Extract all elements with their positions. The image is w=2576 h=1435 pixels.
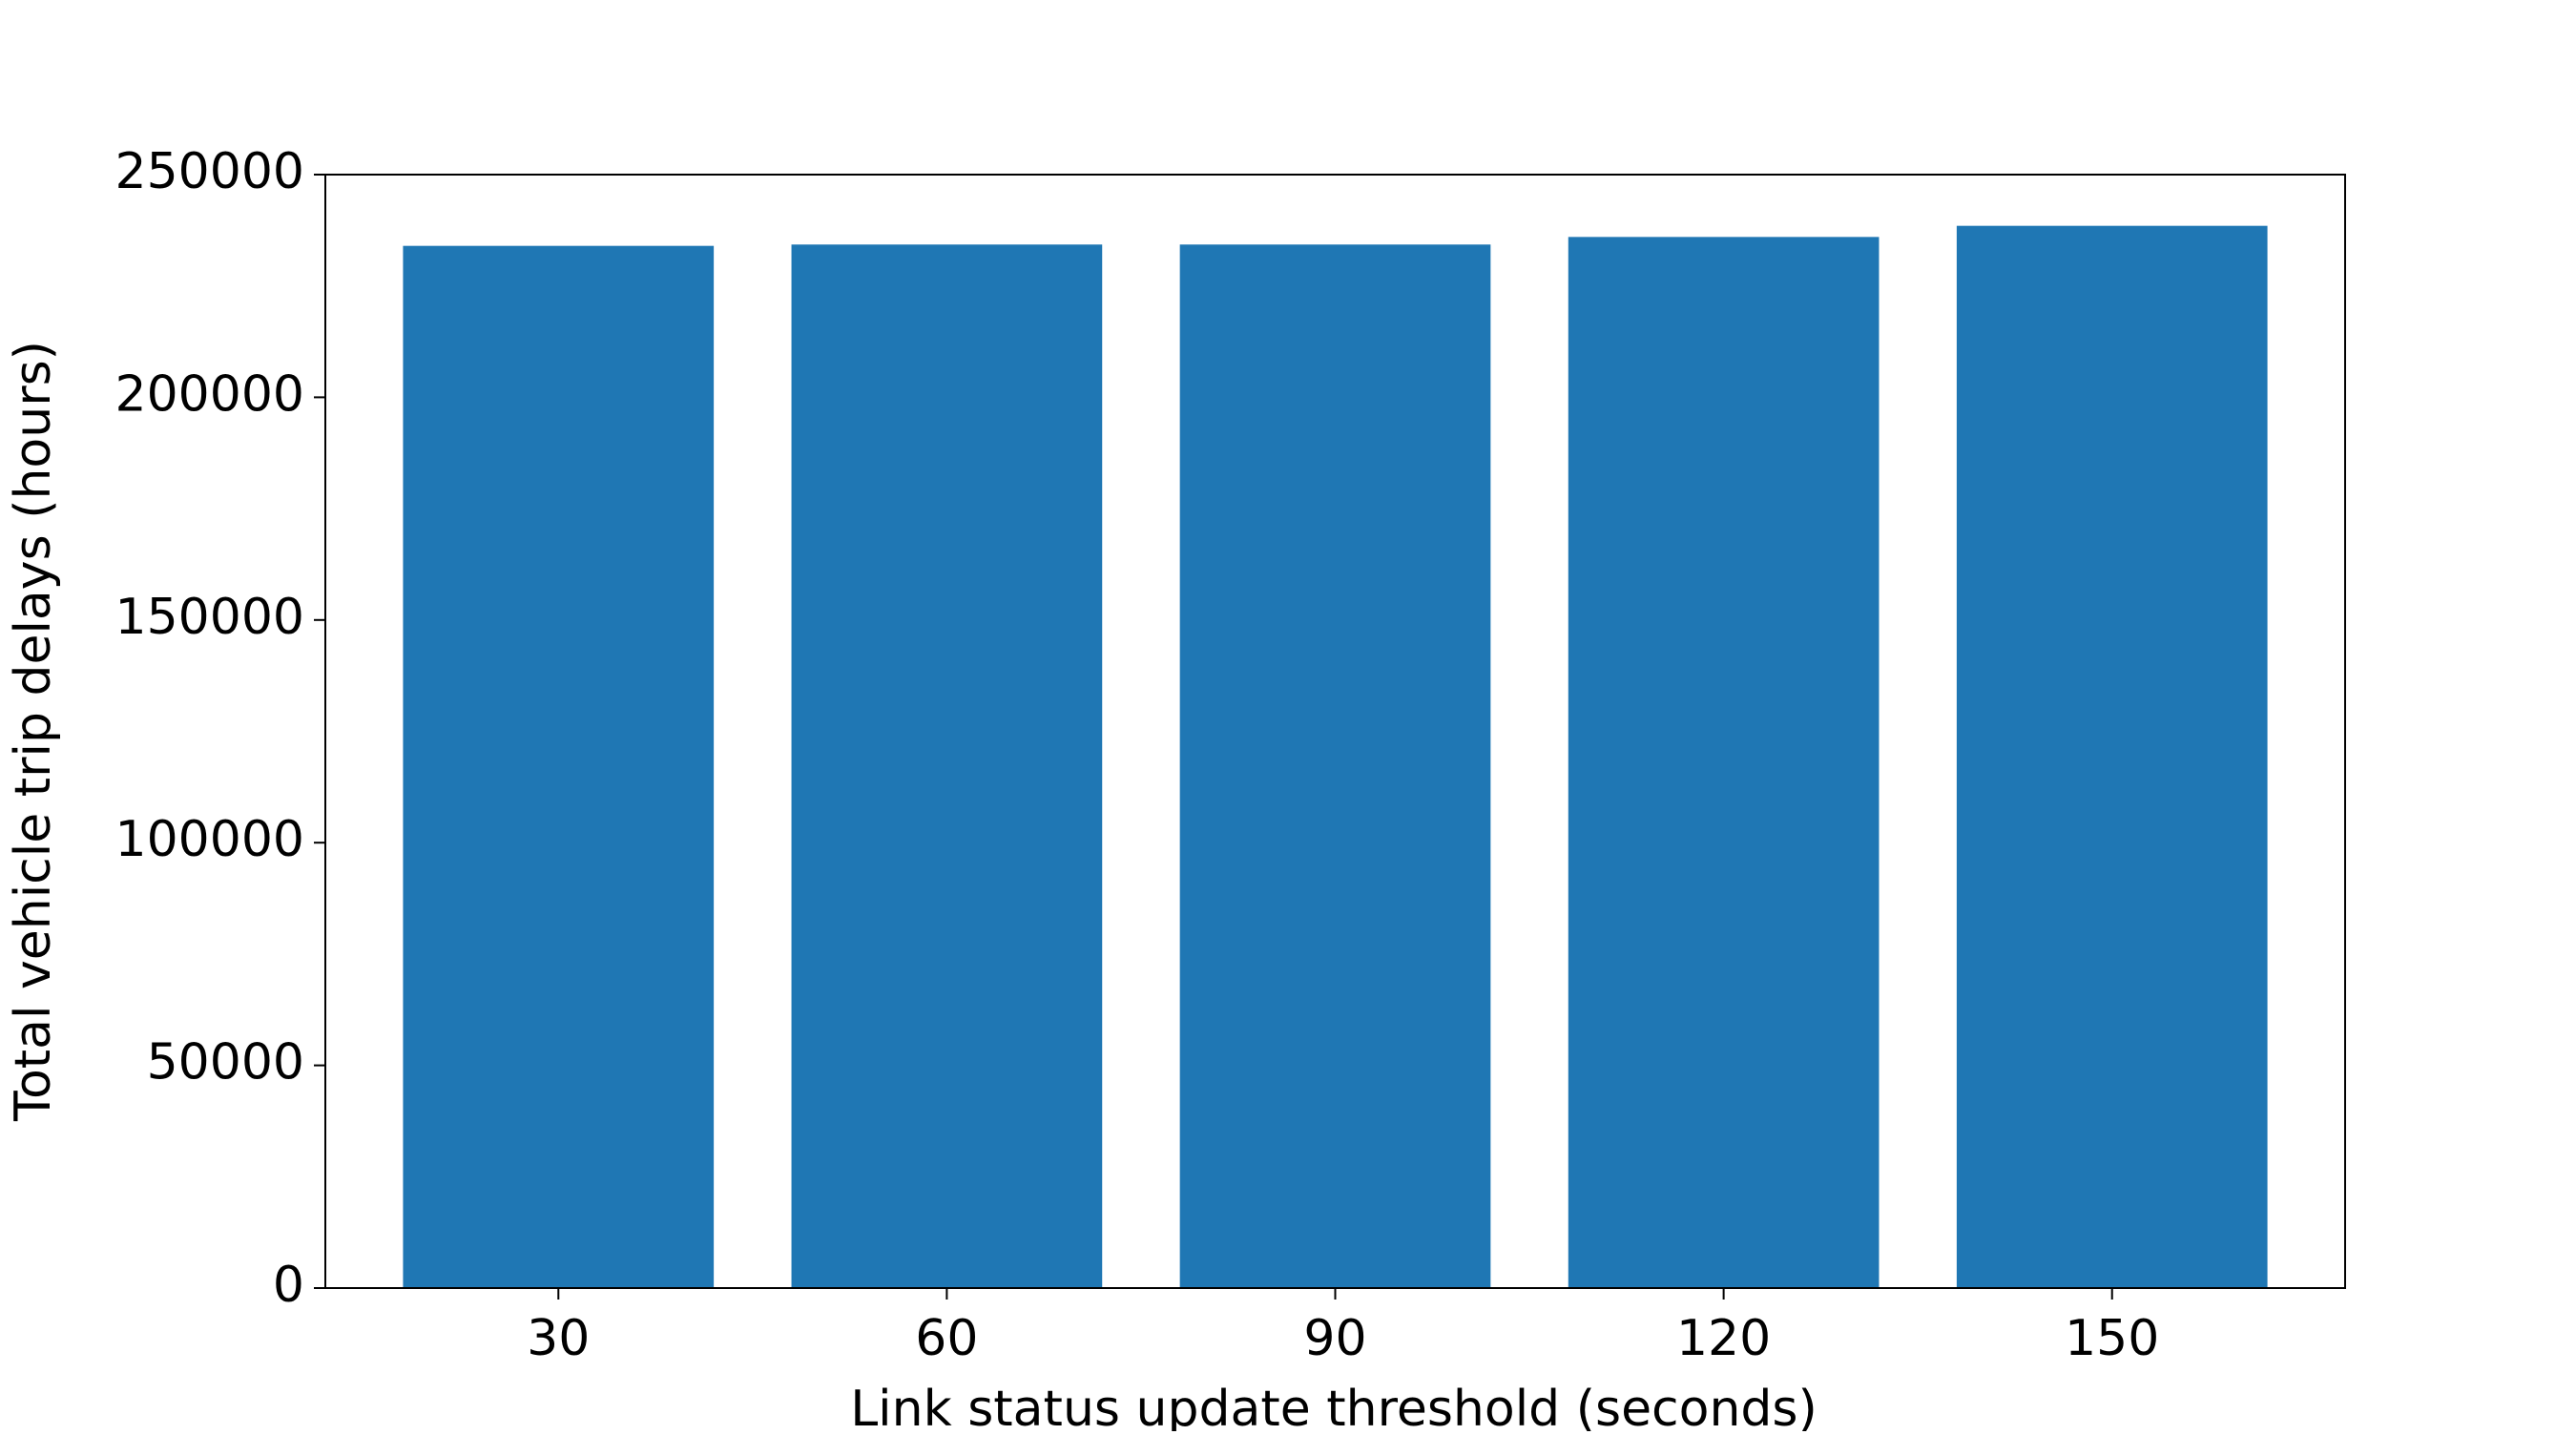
y-tick-label: 200000 [114, 365, 304, 423]
bar [1956, 225, 2268, 1288]
plot-frame [324, 174, 2346, 1289]
x-tick-label: 150 [2065, 1310, 2159, 1367]
x-tick-label: 30 [527, 1310, 590, 1367]
y-axis-label: Total vehicle trip delays (hours) [5, 341, 62, 1122]
y-tick-label: 150000 [114, 589, 304, 646]
bar [1568, 237, 1880, 1288]
x-axis-label: Link status update threshold (seconds) [850, 1381, 1818, 1431]
x-tick-label: 60 [915, 1310, 978, 1367]
bar [403, 245, 715, 1288]
y-tick-label: 100000 [114, 811, 304, 868]
y-tick-label: 50000 [147, 1034, 304, 1092]
bar [791, 244, 1103, 1288]
y-tick-label: 250000 [114, 143, 304, 200]
y-tick-label: 0 [273, 1257, 304, 1314]
x-tick-label: 90 [1303, 1310, 1366, 1367]
bar [1179, 244, 1491, 1288]
x-tick-label: 120 [1676, 1310, 1771, 1367]
